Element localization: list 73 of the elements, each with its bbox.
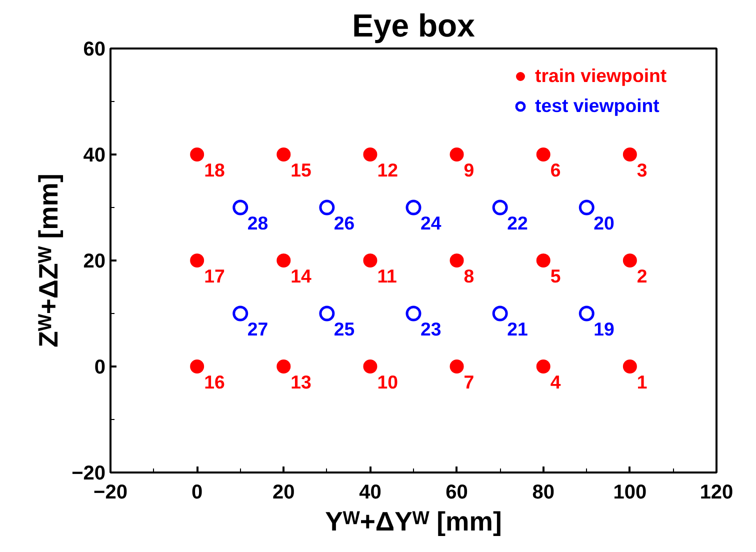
annotation: 22: [507, 212, 528, 234]
x-tick-label: 40: [359, 482, 382, 504]
point: [406, 200, 422, 216]
annotation: 25: [334, 318, 355, 340]
point: [276, 360, 291, 374]
legend-label: test viewpoint: [535, 95, 660, 117]
point: [319, 306, 335, 322]
point: [406, 306, 422, 322]
y-tick-label: 60: [83, 38, 106, 60]
point: [622, 148, 637, 162]
legend-label: train viewpoint: [535, 65, 667, 87]
point: [363, 360, 378, 374]
annotation: 8: [464, 266, 474, 286]
point: [450, 148, 464, 162]
x-tick-label: 0: [192, 482, 203, 504]
annotation: 28: [247, 212, 268, 234]
point: [492, 200, 508, 216]
point: [536, 254, 550, 268]
point: [450, 254, 464, 268]
x-tick-label: 120: [700, 482, 734, 504]
point: [578, 200, 594, 216]
x-tick-label: 100: [613, 482, 647, 504]
point: [492, 306, 508, 322]
point: [276, 148, 291, 162]
x-tick-label: 20: [272, 482, 295, 504]
point: [622, 360, 637, 374]
annotation: 4: [550, 372, 562, 392]
point: [536, 148, 550, 162]
point: [536, 360, 550, 374]
annotation: 26: [334, 212, 355, 234]
annotation: 3: [636, 160, 648, 180]
annotation: 20: [594, 212, 614, 234]
x-tick-label: 80: [532, 482, 554, 504]
annotation: 16: [204, 372, 225, 392]
annotation: 17: [204, 266, 225, 286]
annotation: 21: [507, 318, 528, 340]
annotation: 9: [464, 160, 474, 180]
annotation: 27: [247, 318, 268, 340]
annotation: 1: [636, 372, 648, 392]
point: [363, 254, 378, 268]
annotation: 5: [550, 266, 561, 286]
annotation: 19: [594, 318, 614, 340]
x-axis-title: Yᵂ+ΔYᵂ [mm]: [325, 506, 502, 536]
annotation: 2: [636, 266, 648, 286]
point: [319, 200, 335, 216]
annotation: 14: [290, 266, 312, 286]
annotation: 10: [377, 372, 398, 392]
x-tick-label: 60: [446, 482, 468, 504]
annotation: 12: [377, 160, 398, 180]
point: [190, 360, 204, 374]
point: [190, 254, 204, 268]
annotation: 15: [290, 160, 312, 180]
chart-title: Eye box: [352, 8, 476, 44]
annotation: 13: [290, 372, 312, 392]
point: [363, 148, 378, 162]
annotation: 7: [464, 372, 474, 392]
point: [276, 254, 291, 268]
point: [190, 148, 204, 162]
y-tick-label: 0: [94, 356, 106, 378]
y-axis-title: Zᵂ+ΔZᵂ [mm]: [34, 174, 64, 348]
point: [450, 360, 464, 374]
y-tick-label: 20: [83, 250, 106, 272]
annotation: 6: [550, 160, 561, 180]
point: [232, 200, 248, 216]
point: [622, 254, 637, 268]
annotation: 24: [420, 212, 442, 234]
annotation: 18: [204, 160, 225, 180]
y-tick-label: −20: [72, 462, 106, 484]
annotation: 11: [377, 266, 397, 286]
annotation: 23: [420, 318, 442, 340]
y-tick-label: 40: [83, 144, 106, 166]
point: [578, 306, 594, 322]
point: [232, 306, 248, 322]
